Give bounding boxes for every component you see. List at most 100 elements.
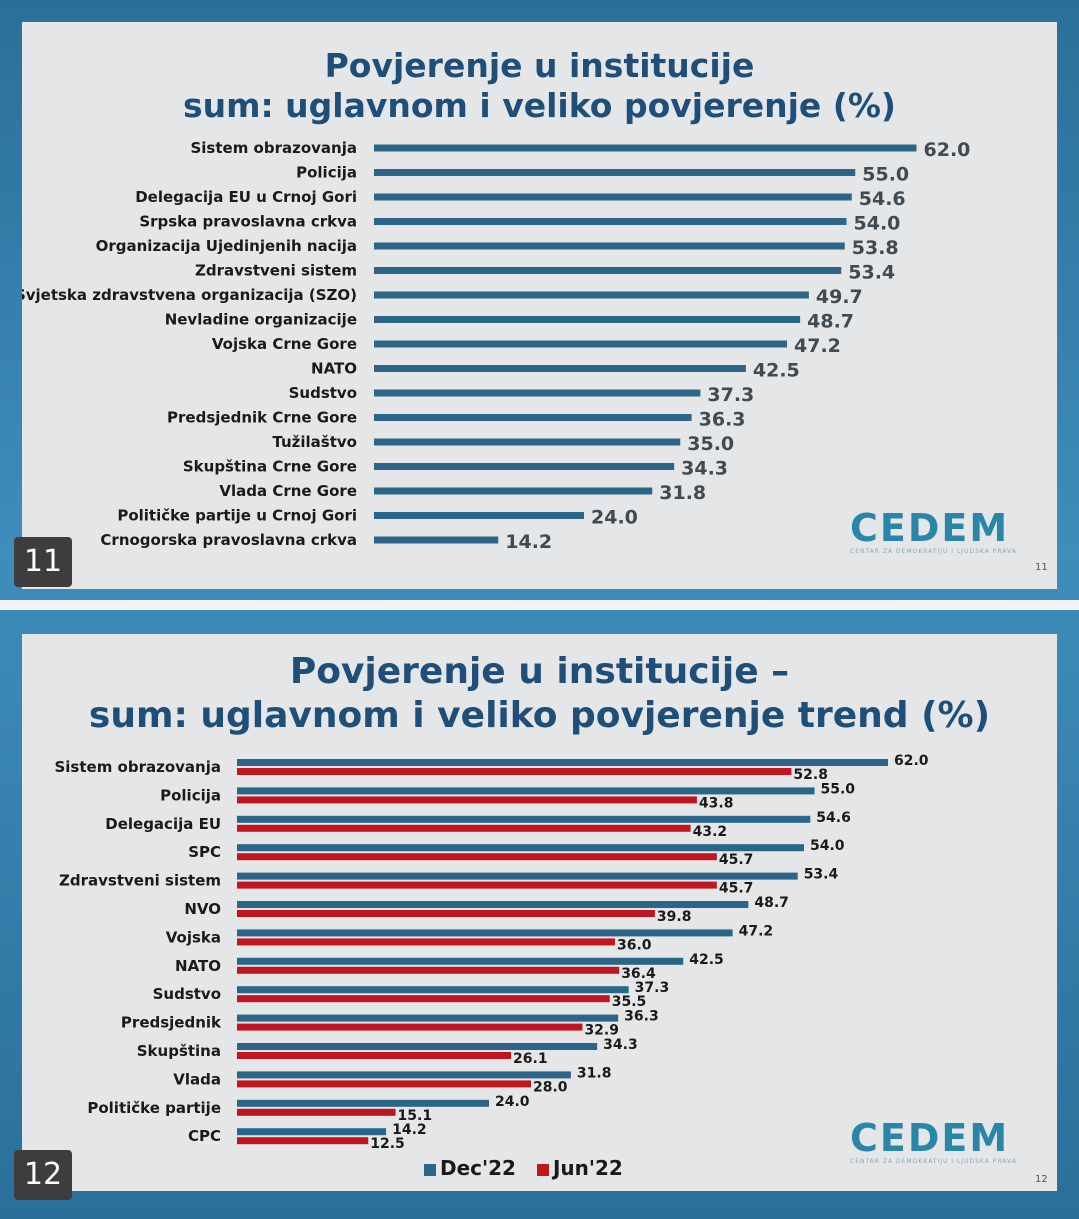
data-label-dec: 62.0: [894, 753, 929, 769]
data-label: 42.5: [753, 360, 800, 382]
bar: [374, 512, 584, 519]
bar: [374, 414, 692, 421]
bar-jun: [237, 966, 620, 974]
bar-dec: [237, 1043, 598, 1050]
slide-title: Povjerenje u institucije sum: uglavnom i…: [22, 46, 1057, 126]
bar: [374, 242, 845, 250]
slide-separator: [0, 600, 1079, 610]
category-label: Političke partije u Crnoj Gori: [117, 507, 357, 525]
data-label: 37.3: [707, 384, 754, 406]
category-label: Sistem obrazovanja: [54, 758, 221, 776]
data-label: 36.3: [699, 409, 746, 431]
bar-jun: [237, 1080, 531, 1088]
cedem-logo: CEDEM CENTAR ZA DEMOKRATIJU I LJUDSKA PR…: [850, 1118, 1017, 1166]
bar: [374, 438, 681, 446]
bar-jun: [237, 768, 792, 775]
category-label: SPC: [188, 843, 221, 861]
bar-jun: [237, 1052, 512, 1059]
data-label: 49.7: [816, 286, 863, 308]
data-label-jun: 52.8: [793, 767, 828, 783]
title-line-1: Povjerenje u institucije: [324, 46, 755, 85]
data-label-jun: 36.0: [617, 937, 652, 953]
bar: [374, 340, 787, 348]
category-label: Delegacija EU: [105, 815, 221, 833]
bar-jun: [237, 1023, 583, 1031]
bar: [374, 365, 746, 372]
bar-jun: [237, 881, 717, 889]
bar-jun: [237, 1108, 396, 1116]
bar-jun: [237, 1137, 369, 1145]
data-label-jun: 43.8: [699, 795, 734, 811]
bar: [374, 463, 675, 470]
bar-dec: [237, 872, 798, 880]
category-label: Zdravstveni sistem: [195, 262, 357, 280]
bar-jun: [237, 995, 610, 1003]
data-label: 48.7: [807, 311, 854, 333]
legend-swatch-jun: [536, 1163, 549, 1176]
data-label-jun: 32.9: [584, 1023, 619, 1039]
bar: [374, 316, 801, 323]
category-label: Sudstvo: [153, 985, 221, 1003]
logo-text: CEDEM: [850, 1116, 1010, 1160]
logo-subtitle: CENTAR ZA DEMOKRATIJU I LJUDSKA PRAVA: [850, 1158, 1017, 1165]
logo-text: CEDEM: [850, 506, 1010, 550]
category-label: Vojska Crne Gore: [212, 335, 357, 353]
bar-dec: [237, 986, 629, 994]
bar-dec: [237, 957, 684, 965]
data-label-dec: 31.8: [577, 1065, 612, 1081]
data-label-jun: 43.2: [693, 824, 728, 840]
bar-dec: [237, 1128, 387, 1136]
data-label: 35.0: [687, 433, 734, 455]
category-label: Vojska: [166, 928, 221, 946]
data-label-jun: 35.5: [612, 994, 647, 1010]
data-label-dec: 47.2: [739, 923, 774, 939]
page-badge-12: 12: [14, 1150, 72, 1200]
bar-jun: [237, 853, 717, 861]
bar: [374, 267, 842, 274]
category-label: Crnogorska pravoslavna crkva: [100, 531, 357, 549]
data-label-dec: 53.4: [804, 867, 839, 883]
data-label: 55.0: [862, 164, 909, 186]
bar-dec: [237, 759, 888, 766]
data-label-dec: 24.0: [495, 1094, 530, 1110]
data-label: 47.2: [794, 335, 841, 357]
data-label-dec: 54.6: [816, 810, 851, 826]
slide-11: Povjerenje u institucije sum: uglavnom i…: [22, 22, 1057, 589]
data-label-dec: 36.3: [624, 1009, 659, 1025]
category-label: Srpska pravoslavna crkva: [139, 213, 357, 231]
bar-jun: [237, 796, 697, 804]
data-label-jun: 45.7: [719, 881, 754, 897]
bar-jun: [237, 824, 691, 832]
data-label-jun: 28.0: [533, 1079, 568, 1095]
category-label: NATO: [175, 957, 221, 975]
data-label-dec: 37.3: [635, 980, 670, 996]
category-label: Političke partije: [87, 1099, 221, 1117]
bar-dec: [237, 1071, 571, 1079]
legend-swatch-dec: [424, 1163, 436, 1176]
category-label: NATO: [311, 360, 357, 378]
bar-dec: [237, 1014, 619, 1022]
category-label: Tužilaštvo: [272, 433, 357, 451]
bar: [374, 536, 499, 544]
category-label: Svjetska zdravstvena organizacija (SZO): [22, 286, 357, 304]
category-label: CPC: [188, 1127, 221, 1145]
data-label-jun: 12.5: [370, 1136, 405, 1152]
category-label: Delegacija EU u Crnoj Gori: [135, 188, 357, 206]
data-label-dec: 55.0: [821, 781, 856, 797]
bar-dec: [237, 815, 811, 823]
trust-bar-chart: Sistem obrazovanja 62.0 Policija 55.0 Delega…: [22, 139, 970, 553]
category-label: Nevladine organizacije: [165, 311, 357, 329]
data-label-jun: 39.8: [657, 909, 692, 925]
data-label: 24.0: [591, 507, 638, 529]
bar: [374, 389, 701, 397]
category-label: Zdravstveni sistem: [59, 872, 221, 890]
category-label: Policija: [296, 164, 357, 182]
bar-dec: [237, 929, 733, 937]
bar-jun: [237, 938, 615, 946]
category-label: Sistem obrazovanja: [190, 139, 357, 157]
data-label: 31.8: [659, 482, 706, 504]
bar-dec: [237, 901, 749, 908]
bar-dec: [237, 844, 804, 852]
page-badge-11: 11: [14, 537, 72, 587]
title-line-2: sum: uglavnom i veliko povjerenje (%): [182, 86, 897, 125]
